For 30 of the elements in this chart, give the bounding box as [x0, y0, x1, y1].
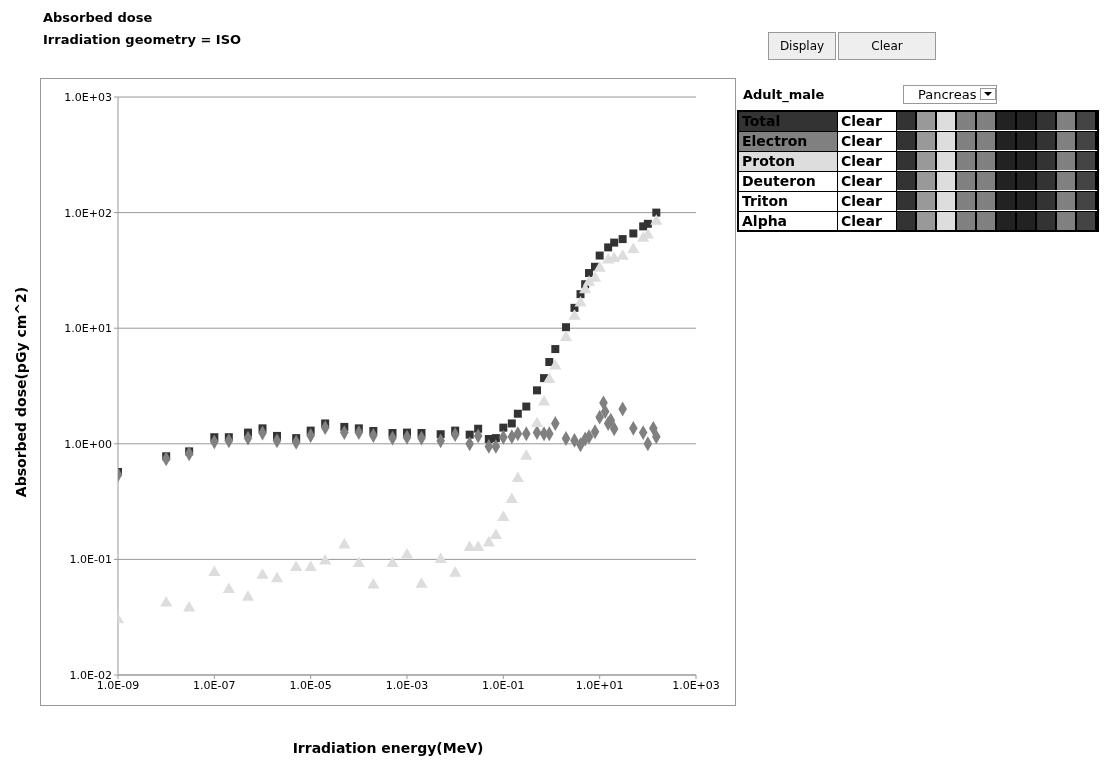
text: Proton	[738, 151, 838, 171]
text: Adult_male	[743, 86, 826, 102]
y-tick-label: 1.0E+03	[64, 90, 112, 104]
x-tick-label: 1.0E-03	[385, 678, 429, 692]
text: Clear	[837, 171, 897, 191]
text: Electron	[738, 131, 838, 151]
x-axis-title: Irradiation energy(MeV)	[291, 740, 485, 756]
y-tick-label: 1.0E+01	[64, 322, 112, 336]
y-tick-label: 1.0E+00	[64, 437, 112, 451]
text: Clear	[837, 131, 897, 151]
text: Clear	[837, 191, 897, 211]
dropdown-field: Pancreas	[903, 84, 998, 104]
text: Clear	[837, 111, 897, 131]
text: Triton	[738, 191, 838, 211]
y-axis-title: Absorbed dose(pGy cm^2)	[13, 286, 29, 498]
text: Clear	[837, 211, 897, 231]
display-button: Display	[768, 32, 836, 60]
x-tick-label: 1.0E-07	[193, 678, 236, 692]
text: Alpha	[738, 211, 838, 231]
chart-subtitle: Irradiation geometry = ISO	[43, 32, 242, 47]
chart-title: Absorbed dose	[43, 10, 153, 25]
x-tick-label: 1.0E+03	[672, 678, 720, 692]
y-tick-label: 1.0E-01	[69, 553, 112, 567]
text: Clear	[837, 151, 897, 171]
clear-button: Clear	[838, 32, 936, 60]
x-tick-label: 1.0E-01	[482, 678, 525, 692]
x-tick-label: 1.0E-05	[289, 678, 332, 692]
x-tick-label: 1.0E+01	[575, 678, 624, 692]
legend-label: Deuteron	[738, 171, 838, 191]
y-tick-label: 1.0E+02	[64, 206, 112, 220]
